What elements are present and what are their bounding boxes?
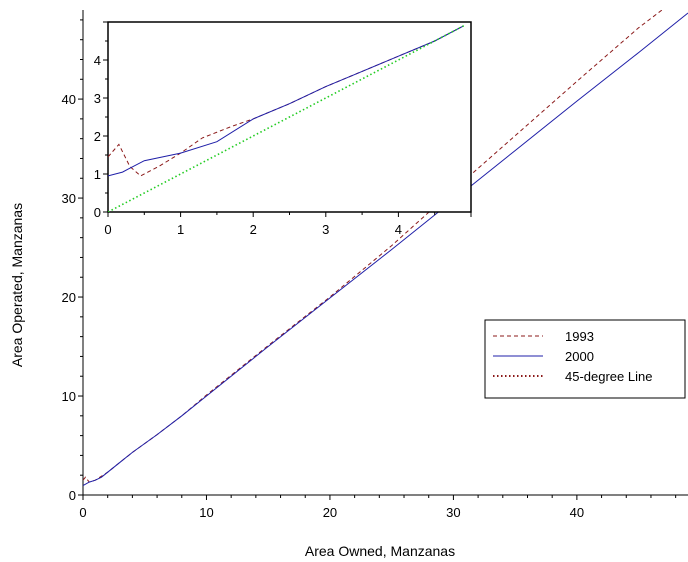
- y-tick-label: 40: [62, 92, 76, 107]
- series-line-2000: [83, 12, 688, 487]
- legend: 1993 2000 45-degree Line: [484, 319, 686, 399]
- y-tick-label: 0: [69, 488, 76, 503]
- x-axis-title: Area Owned, Manzanas: [305, 543, 455, 559]
- x-tick-label: 30: [446, 505, 460, 520]
- x-tick-label: 0: [104, 222, 111, 237]
- y-tick-label: 1: [94, 167, 101, 182]
- x-tick-label: 10: [199, 505, 213, 520]
- x-tick-label: 40: [570, 505, 584, 520]
- x-tick-label: 1: [177, 222, 184, 237]
- inset-plot: 0 1 2 3 4 0 1 2 3 4: [94, 21, 472, 237]
- y-tick-label: 2: [94, 129, 101, 144]
- y-tick-label: 10: [62, 389, 76, 404]
- legend-label: 2000: [565, 349, 594, 364]
- series-line-2: [108, 25, 465, 212]
- x-tick-label: 20: [323, 505, 337, 520]
- x-tick-label: 2: [250, 222, 257, 237]
- legend-label: 45-degree Line: [565, 369, 652, 384]
- legend-box: [484, 319, 686, 399]
- y-tick-label: 30: [62, 191, 76, 206]
- x-tick-label: 4: [395, 222, 402, 237]
- legend-label: 1993: [565, 329, 594, 344]
- series-line-0: [108, 25, 464, 177]
- series-line-1: [108, 25, 464, 177]
- y-tick-label: 3: [94, 91, 101, 106]
- y-tick-label: 0: [94, 205, 101, 220]
- x-tick-label: 0: [79, 505, 86, 520]
- x-tick-label: 3: [322, 222, 329, 237]
- y-tick-label: 4: [94, 53, 101, 68]
- y-axis-title: Area Operated, Manzanas: [9, 203, 25, 367]
- y-tick-label: 20: [62, 290, 76, 305]
